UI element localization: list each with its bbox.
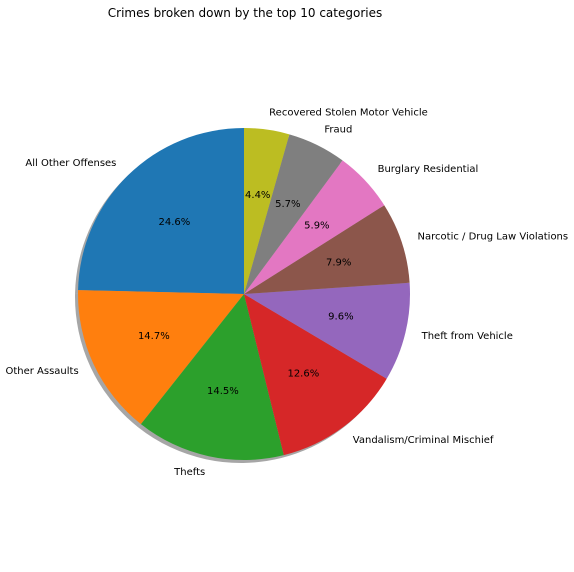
pct-label-fraud: 5.7% (275, 199, 300, 210)
slice-label-fraud: Fraud (324, 125, 352, 136)
slice-narcotic-drug-law-violations (244, 205, 410, 294)
slice-label-thefts: Thefts (173, 467, 205, 478)
slice-vandalism-criminal-mischief (244, 294, 387, 456)
slice-fraud (244, 134, 343, 294)
pct-label-narcotic-drug-law-violations: 7.9% (326, 258, 351, 269)
slice-label-narcotic-drug-law-violations: Narcotic / Drug Law Violations (418, 232, 569, 243)
slice-label-burglary-residential: Burglary Residential (378, 164, 479, 175)
slice-recovered-stolen-motor-vehicle (244, 128, 290, 294)
slice-label-theft-from-vehicle: Theft from Vehicle (421, 331, 513, 342)
slice-theft-from-vehicle (244, 282, 410, 379)
pie-labels: 24.6% All Other Offenses 14.7% Other Assaul… (5, 108, 568, 478)
chart-title: Crimes broken down by the top 10 categor… (108, 6, 382, 20)
pie-slices (77, 128, 410, 460)
pct-label-thefts: 14.5% (207, 386, 239, 397)
pct-label-other-assaults: 14.7% (138, 331, 170, 342)
slice-label-vandalism-criminal-mischief: Vandalism/Criminal Mischief (353, 435, 494, 446)
slice-label-recovered-stolen-motor-vehicle: Recovered Stolen Motor Vehicle (269, 108, 428, 119)
pct-label-burglary-residential: 5.9% (304, 221, 329, 232)
pct-label-theft-from-vehicle: 9.6% (328, 312, 353, 323)
slice-thefts (140, 294, 284, 460)
slice-label-other-assaults: Other Assaults (5, 366, 78, 377)
pct-label-all-other-offenses: 24.6% (159, 217, 191, 228)
slice-label-all-other-offenses: All Other Offenses (25, 158, 116, 169)
pct-label-vandalism-criminal-mischief: 12.6% (287, 368, 319, 379)
slice-other-assaults (77, 290, 244, 425)
slice-all-other-offenses (78, 128, 244, 294)
pct-label-recovered-stolen-motor-vehicle: 4.4% (245, 190, 270, 201)
slice-burglary-residential (244, 160, 385, 294)
